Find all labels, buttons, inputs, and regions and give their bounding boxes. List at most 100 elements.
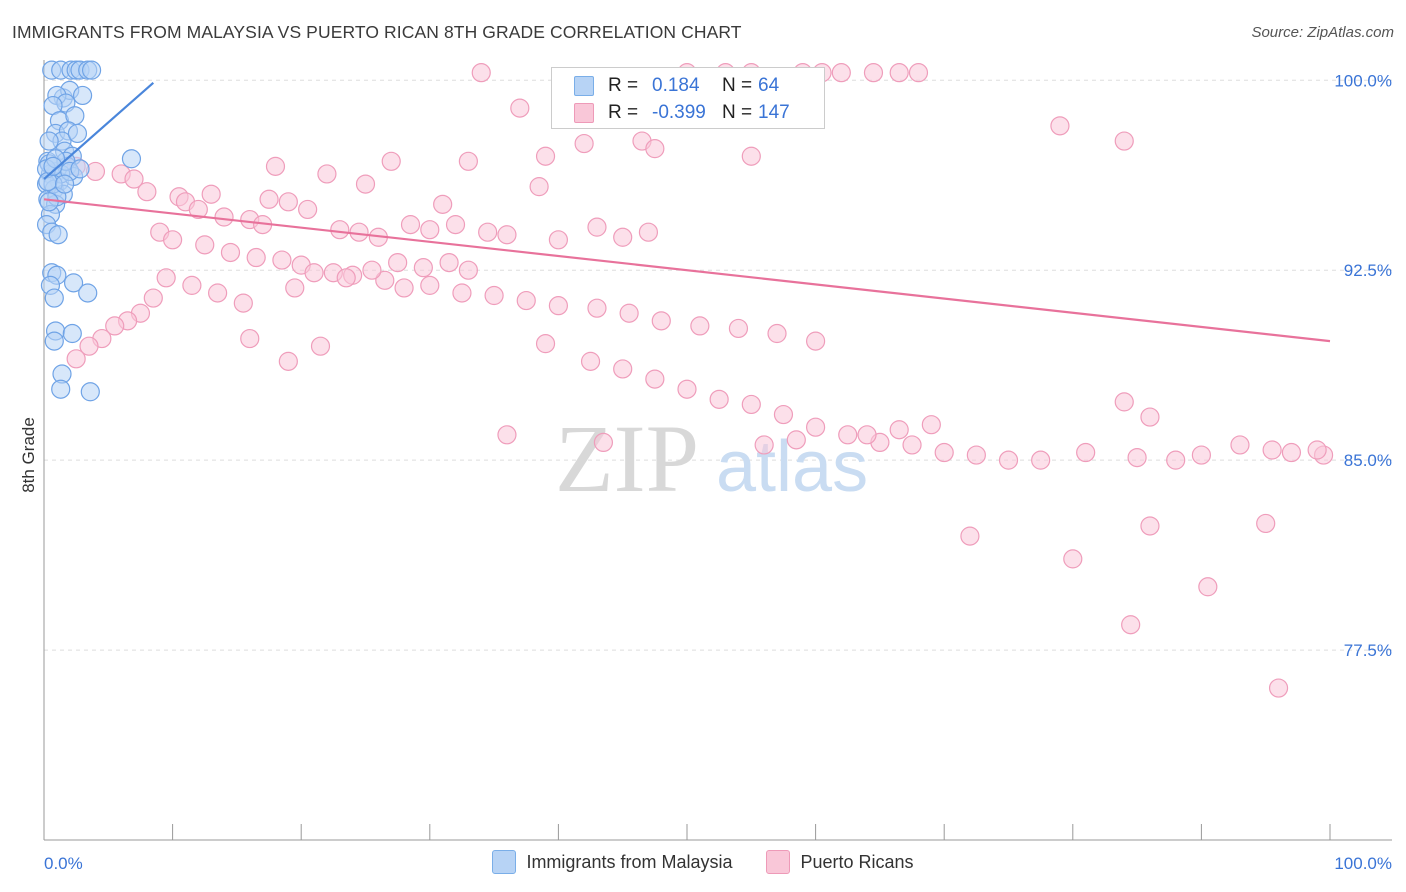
stats-r-value: 0.184 <box>652 75 700 96</box>
y-tick-label: 77.5% <box>1344 641 1392 660</box>
data-point <box>478 222 498 242</box>
data-point <box>1050 116 1070 136</box>
data-point <box>137 182 157 202</box>
data-point <box>220 242 241 263</box>
trend-line-puerto-ricans <box>43 198 1331 343</box>
data-point <box>497 425 517 445</box>
data-point <box>124 169 144 189</box>
data-point <box>838 425 858 445</box>
data-point <box>1307 440 1327 460</box>
data-point <box>786 430 806 450</box>
legend-item-malaysia[interactable]: Immigrants from Malaysia <box>492 850 732 874</box>
stats-swatch-malaysia <box>574 76 594 96</box>
watermark-zip: ZIP <box>555 405 699 512</box>
data-point <box>1166 450 1186 470</box>
data-point <box>214 207 234 227</box>
data-point <box>1281 442 1302 463</box>
data-point <box>857 425 877 445</box>
data-point <box>388 252 408 273</box>
data-point <box>105 316 125 336</box>
data-point <box>304 263 324 283</box>
data-point <box>1076 442 1096 463</box>
gridlines <box>44 79 1392 651</box>
data-point <box>805 417 826 437</box>
data-point <box>80 382 100 402</box>
data-point <box>471 63 491 83</box>
data-point <box>645 139 665 159</box>
data-point <box>510 98 530 118</box>
legend-label-malaysia: Immigrants from Malaysia <box>526 851 733 872</box>
stats-r-value: -0.399 <box>652 102 706 123</box>
y-tick-label: 100.0% <box>1334 71 1392 90</box>
data-point <box>246 247 266 268</box>
data-point <box>613 227 633 247</box>
data-point <box>1063 549 1083 569</box>
source-label: Source: ZipAtlas.com <box>1251 24 1394 41</box>
data-point <box>1268 678 1289 698</box>
stats-n-value: 147 <box>758 102 790 123</box>
data-point <box>272 250 292 270</box>
trend-line-malaysia <box>43 81 155 180</box>
data-point <box>317 164 337 184</box>
data-point <box>420 275 440 295</box>
legend-item-puerto-ricans[interactable]: Puerto Ricans <box>766 850 914 874</box>
data-point <box>754 435 774 455</box>
data-point <box>143 288 163 308</box>
data-point <box>529 177 549 197</box>
data-point <box>1114 131 1134 151</box>
data-point <box>349 222 369 242</box>
data-point <box>43 156 63 176</box>
stats-n-label: N = <box>722 75 753 96</box>
data-point <box>259 189 279 209</box>
data-points <box>36 60 1334 698</box>
data-point <box>188 199 208 220</box>
chart-title: IMMIGRANTS FROM MALAYSIA VS PUERTO RICAN… <box>12 22 742 42</box>
data-point <box>966 445 986 465</box>
data-point <box>805 331 826 351</box>
data-point <box>445 215 466 235</box>
data-point <box>182 275 202 295</box>
data-point <box>773 404 794 425</box>
data-point <box>413 258 433 278</box>
data-point <box>362 260 382 280</box>
x-tick-label: 0.0% <box>44 854 83 873</box>
data-point <box>54 174 75 194</box>
data-point <box>677 379 697 399</box>
data-point <box>208 283 228 303</box>
data-point <box>902 435 922 455</box>
stats-box: R = 0.184 N = 64 R = -0.399 N = 147 <box>551 67 825 129</box>
data-point <box>355 174 376 194</box>
data-point <box>889 420 909 440</box>
data-point <box>70 159 90 179</box>
data-point <box>1127 447 1147 468</box>
data-point <box>48 225 68 245</box>
data-point <box>233 293 253 313</box>
stats-n-value: 64 <box>758 75 780 96</box>
data-point <box>458 260 478 280</box>
data-point <box>638 222 659 242</box>
data-point <box>439 252 459 273</box>
legend: Immigrants from Malaysia Puerto Ricans <box>0 850 1406 874</box>
data-point <box>278 192 298 212</box>
data-point <box>1191 445 1212 465</box>
tick-labels: 77.5% 85.0% 92.5% 100.0% 0.0% 100.0% <box>44 71 1392 873</box>
y-tick-label: 92.5% <box>1344 261 1392 280</box>
data-point <box>574 133 594 154</box>
data-point <box>63 273 84 293</box>
data-point <box>497 225 517 245</box>
data-point <box>619 303 639 323</box>
data-point <box>709 389 729 409</box>
data-point <box>690 316 710 336</box>
data-point <box>1121 615 1141 635</box>
legend-swatch-puerto-ricans <box>766 850 791 874</box>
data-point <box>1262 440 1282 460</box>
data-point <box>44 331 64 351</box>
data-point <box>516 290 536 311</box>
data-point <box>535 146 556 166</box>
data-point <box>62 323 82 344</box>
data-point <box>39 192 59 212</box>
data-point <box>285 278 305 298</box>
data-point <box>934 442 954 463</box>
data-point <box>67 123 88 144</box>
